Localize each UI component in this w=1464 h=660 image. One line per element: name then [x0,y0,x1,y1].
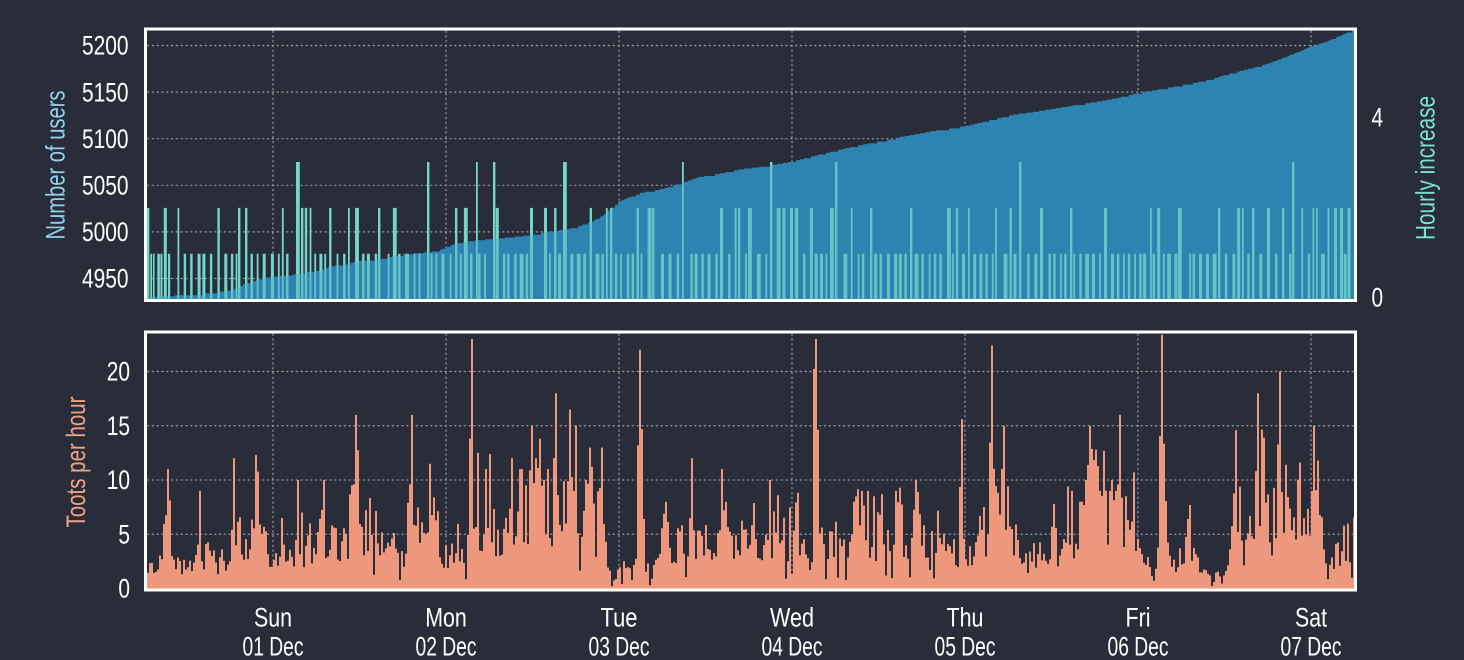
svg-text:0: 0 [1372,283,1384,313]
svg-text:07 Dec: 07 Dec [1281,632,1342,660]
svg-text:03 Dec: 03 Dec [589,632,650,660]
svg-text:Sun: Sun [254,603,292,633]
svg-text:Thu: Thu [947,603,984,633]
svg-text:Hourly increase: Hourly increase [1411,96,1441,240]
svg-text:10: 10 [107,465,130,495]
svg-text:01 Dec: 01 Dec [243,632,304,660]
svg-text:Wed: Wed [770,603,814,633]
svg-text:5: 5 [118,519,130,549]
svg-text:5050: 5050 [82,171,129,201]
svg-text:05 Dec: 05 Dec [935,632,996,660]
svg-text:Toots per hour: Toots per hour [61,396,91,527]
svg-text:15: 15 [107,411,130,441]
svg-text:Fri: Fri [1126,603,1151,633]
svg-text:Number of users: Number of users [41,91,71,240]
svg-text:20: 20 [107,357,130,387]
svg-text:06 Dec: 06 Dec [1108,632,1169,660]
svg-text:Sat: Sat [1295,603,1327,633]
svg-text:4: 4 [1372,103,1384,133]
svg-text:02 Dec: 02 Dec [416,632,477,660]
svg-text:Mon: Mon [425,603,467,633]
svg-text:4950: 4950 [82,264,129,294]
svg-text:04 Dec: 04 Dec [762,632,823,660]
svg-text:5150: 5150 [82,77,129,107]
svg-text:5200: 5200 [82,31,129,61]
svg-text:0: 0 [118,574,130,604]
svg-text:5000: 5000 [82,217,129,247]
svg-text:Tue: Tue [601,603,638,633]
svg-text:5100: 5100 [82,124,129,154]
